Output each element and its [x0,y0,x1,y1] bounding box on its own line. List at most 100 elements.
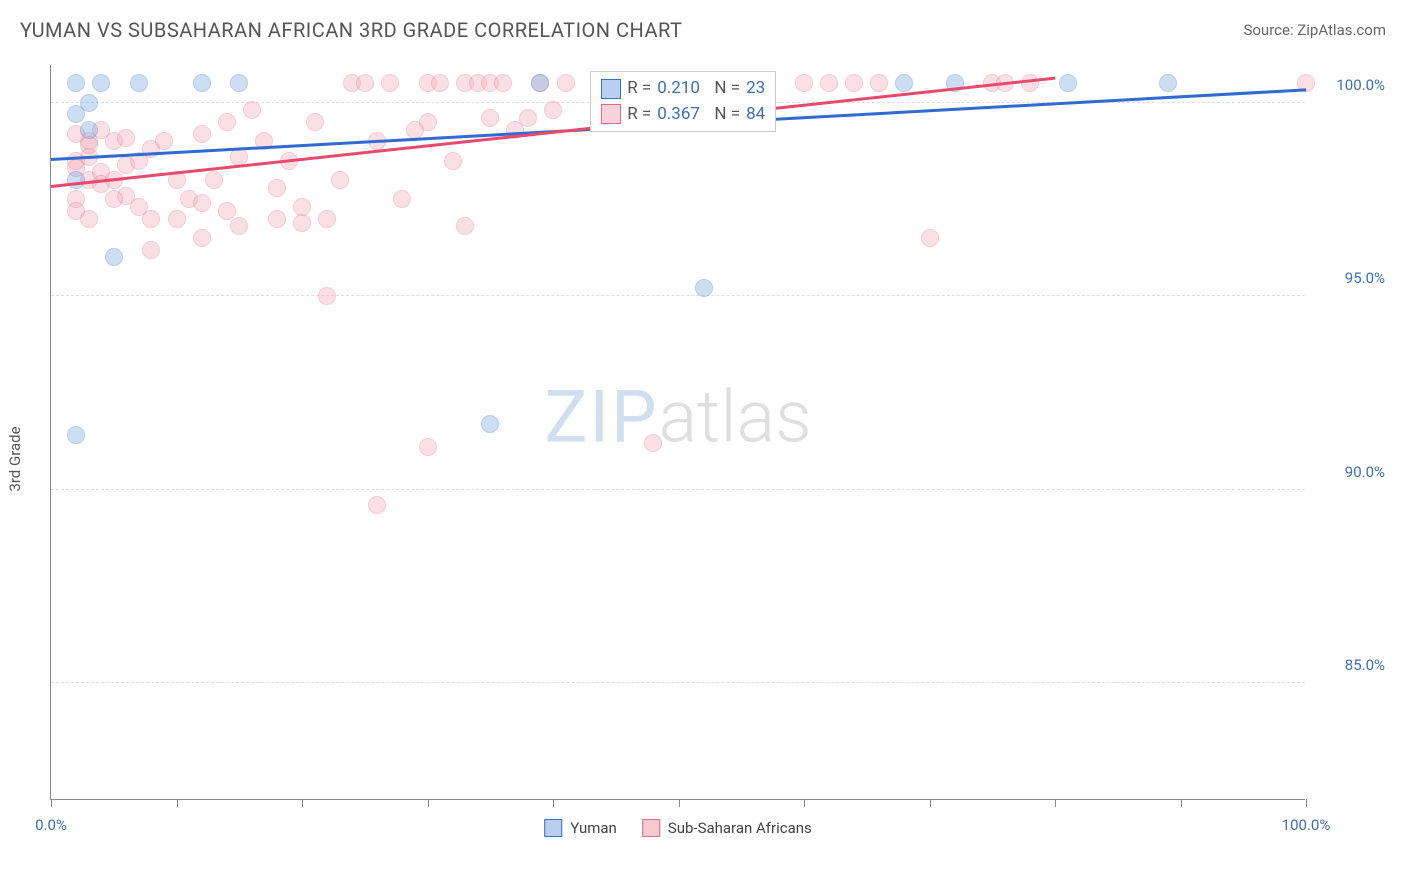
data-point [419,113,437,131]
data-point [381,74,399,92]
data-point [80,210,98,228]
data-point [268,179,286,197]
x-tick [1181,799,1182,807]
data-point [105,248,123,266]
data-point [92,74,110,92]
data-point [117,129,135,147]
gridline [51,682,1305,683]
data-point [820,74,838,92]
source-label: Source: ZipAtlas.com [1243,21,1386,39]
x-tick [804,799,805,807]
data-point [795,74,813,92]
data-point [895,74,913,92]
data-point [205,171,223,189]
data-point [193,229,211,247]
data-point [419,438,437,456]
n-value: 23 [746,76,765,102]
data-point [67,171,85,189]
data-point [193,74,211,92]
x-tick [930,799,931,807]
data-point [1159,74,1177,92]
legend-label: Yuman [570,819,617,837]
x-tick [1055,799,1056,807]
x-tick [302,799,303,807]
y-tick-label: 100.0% [1315,76,1385,94]
legend-swatch [642,819,660,837]
data-point [230,74,248,92]
data-point [105,190,123,208]
x-tick [51,799,52,807]
r-value: 0.210 [657,76,700,102]
r-label: R = [627,102,651,128]
legend-swatch [544,819,562,837]
data-point [1059,74,1077,92]
data-point [544,101,562,119]
n-value: 84 [746,102,765,128]
r-value: 0.367 [657,102,700,128]
data-point [644,434,662,452]
y-tick-label: 90.0% [1315,463,1385,481]
watermark-atlas: atlas [659,375,812,460]
data-point [531,74,549,92]
data-point [80,121,98,139]
data-point [67,74,85,92]
data-point [80,136,98,154]
data-point [130,74,148,92]
watermark: ZIPatlas [544,375,811,460]
data-point [293,198,311,216]
chart-container: 3rd Grade ZIPatlas 85.0%90.0%95.0%100.0%… [20,55,1390,845]
data-point [444,152,462,170]
y-tick-label: 85.0% [1315,656,1385,674]
data-point [243,101,261,119]
plot-area: ZIPatlas 85.0%90.0%95.0%100.0%0.0%100.0%… [50,65,1305,800]
data-point [218,113,236,131]
legend-row: R = 0.367 N = 84 [601,102,765,128]
x-tick [553,799,554,807]
data-point [318,287,336,305]
y-tick-label: 95.0% [1315,269,1385,287]
data-point [870,74,888,92]
data-point [431,74,449,92]
data-point [519,109,537,127]
data-point [193,125,211,143]
y-axis-label: 3rd Grade [6,426,24,491]
data-point [318,210,336,228]
data-point [481,109,499,127]
data-point [268,210,286,228]
data-point [456,217,474,235]
data-point [306,113,324,131]
n-label: N = [706,76,740,102]
data-point [481,415,499,433]
n-label: N = [706,102,740,128]
data-point [193,194,211,212]
data-point [921,229,939,247]
legend-swatch [601,104,621,124]
data-point [845,74,863,92]
x-tick [1306,799,1307,807]
x-axis-label: 0.0% [35,816,67,834]
data-point [695,279,713,297]
gridline [51,295,1305,296]
chart-title: YUMAN VS SUBSAHARAN AFRICAN 3RD GRADE CO… [20,18,682,42]
x-tick [679,799,680,807]
data-point [67,426,85,444]
data-point [1021,74,1039,92]
series-legend: Yuman Sub-Saharan Africans [544,819,812,837]
data-point [368,496,386,514]
data-point [494,74,512,92]
legend-item: Yuman [544,819,617,837]
x-tick [428,799,429,807]
data-point [142,241,160,259]
legend-item: Sub-Saharan Africans [642,819,812,837]
watermark-zip: ZIP [544,375,658,460]
legend-swatch [601,79,621,99]
r-label: R = [627,76,651,102]
data-point [230,217,248,235]
data-point [393,190,411,208]
data-point [331,171,349,189]
data-point [293,214,311,232]
x-axis-label: 100.0% [1282,816,1331,834]
data-point [80,94,98,112]
data-point [142,210,160,228]
correlation-legend: R = 0.210 N = 23R = 0.367 N = 84 [590,71,776,132]
